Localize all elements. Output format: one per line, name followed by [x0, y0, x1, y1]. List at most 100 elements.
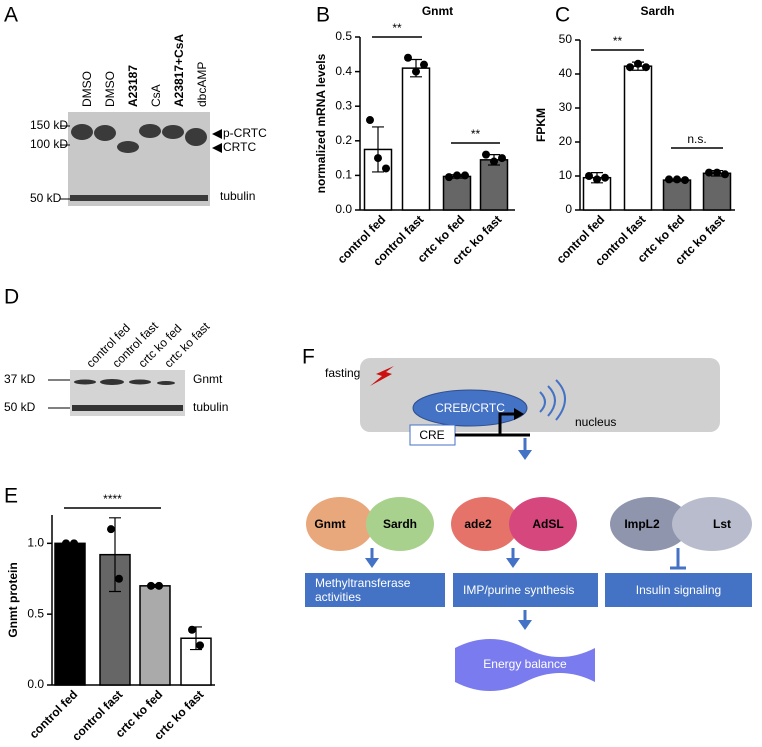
band-label: Gnmt — [193, 372, 223, 386]
chart-title: Gnmt — [422, 4, 453, 18]
node-label: ImpL2 — [624, 517, 660, 531]
y-tick-label: 50 — [559, 32, 573, 46]
data-point — [601, 173, 609, 182]
bar — [623, 65, 653, 211]
panel-letter: A — [4, 4, 18, 27]
lane-label: A23187 — [126, 65, 140, 107]
bar — [442, 175, 472, 211]
lane-label: dbcAMP — [195, 62, 209, 107]
lane-label: CsA — [149, 84, 163, 107]
significance-label: ** — [471, 127, 481, 141]
bar — [401, 67, 431, 211]
marker-label: 37 kD — [4, 372, 36, 386]
lane-label: DMSO — [80, 71, 94, 107]
y-axis-label: FPKM — [534, 108, 548, 142]
node — [509, 497, 577, 551]
band-arrow — [212, 129, 222, 139]
y-tick-label: 0.5 — [335, 29, 352, 43]
node — [672, 497, 752, 551]
node-label: ade2 — [464, 517, 492, 531]
bar — [139, 585, 171, 686]
band-label: tubulin — [193, 400, 228, 414]
lane-label: DMSO — [103, 71, 117, 107]
data-point — [585, 172, 593, 180]
significance-label: ** — [613, 34, 623, 48]
data-point — [147, 581, 155, 590]
data-point — [626, 63, 634, 72]
data-point — [196, 641, 204, 650]
data-point — [721, 170, 729, 179]
marker-label: 100 kD — [30, 137, 68, 151]
promoter — [455, 412, 530, 437]
bar — [54, 542, 86, 686]
y-axis-label: normalized mRNA levels — [314, 53, 328, 193]
blot — [68, 112, 210, 206]
outcome: Energy balance — [483, 657, 567, 671]
panel-letter: F — [302, 346, 315, 369]
data-point — [593, 175, 601, 184]
data-point — [705, 168, 713, 177]
y-tick-label: 0.2 — [335, 133, 352, 147]
data-point — [412, 67, 420, 76]
data-point — [498, 154, 506, 163]
bar — [662, 179, 692, 211]
arrowhead — [514, 408, 524, 420]
process-box: IMP/purine synthesis — [453, 573, 598, 607]
data-point — [70, 539, 78, 548]
y-tick-label: 0.5 — [27, 606, 44, 620]
process-box: Methyltransferase activities — [305, 573, 445, 607]
data-point — [453, 171, 461, 180]
y-tick-label: 0.0 — [27, 677, 44, 691]
data-point — [404, 53, 412, 62]
node-label: Sardh — [383, 517, 417, 531]
compartment: nucleus — [575, 415, 616, 429]
arrows — [365, 438, 686, 630]
y-tick-label: 1.0 — [27, 536, 44, 550]
data-point — [490, 157, 498, 166]
node-label: Lst — [713, 517, 731, 531]
data-point — [461, 171, 469, 180]
data-point — [634, 59, 642, 68]
panel-letter: D — [4, 286, 19, 309]
node — [366, 497, 434, 551]
data-point — [420, 60, 428, 69]
y-tick-label: 30 — [559, 100, 573, 114]
error-bar — [109, 517, 121, 593]
data-point — [665, 175, 673, 184]
band-label: CRTC — [223, 140, 256, 154]
node — [610, 497, 690, 551]
outcome-shape — [455, 639, 595, 691]
node — [451, 497, 519, 551]
process-box: Insulin signaling — [605, 573, 752, 607]
data-point — [115, 574, 123, 583]
band-label: tubulin — [220, 189, 255, 203]
bar — [479, 159, 509, 211]
significance-label: **** — [103, 492, 122, 506]
nucleus-box — [360, 358, 720, 432]
node-label: AdSL — [532, 517, 563, 531]
bar — [180, 637, 212, 686]
y-tick-label: 10 — [559, 168, 573, 182]
data-point — [482, 150, 490, 159]
data-point — [374, 154, 382, 163]
data-point — [713, 168, 721, 177]
panel-letter: B — [316, 4, 330, 27]
y-axis-label: Gnmt protein — [6, 562, 20, 637]
band-arrow — [212, 143, 222, 153]
y-tick-label: 40 — [559, 66, 573, 80]
data-point — [188, 625, 196, 634]
y-tick-label: 0 — [565, 202, 572, 216]
y-tick-label: 0.0 — [335, 202, 352, 216]
complex: CREB/CRTC — [435, 401, 505, 415]
data-point — [445, 173, 453, 182]
marker-label: 50 kD — [4, 400, 36, 414]
data-point — [107, 525, 115, 534]
data-point — [62, 539, 70, 548]
panel-letter: C — [555, 4, 570, 27]
blot-bands — [72, 379, 183, 411]
lane-label: A23817+CsA — [172, 34, 186, 107]
lightning — [370, 366, 394, 386]
data-point — [681, 176, 689, 185]
